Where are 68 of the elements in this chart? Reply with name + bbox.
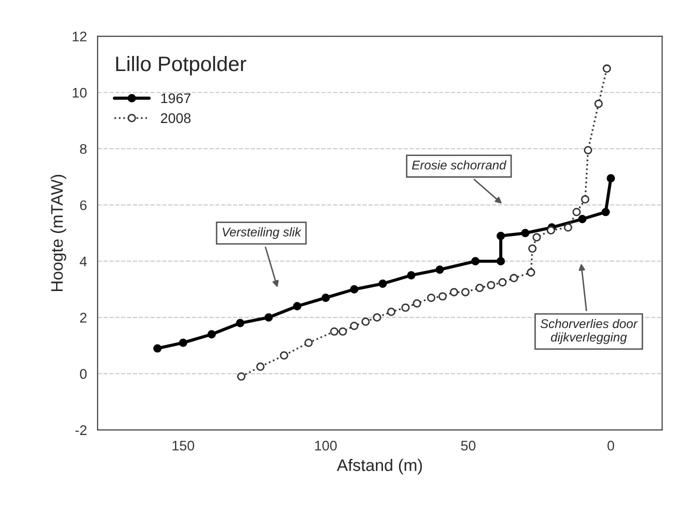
x-tick-label: 150 bbox=[172, 440, 194, 451]
point bbox=[496, 232, 505, 240]
x-tick-label: 100 bbox=[315, 440, 337, 451]
annotation: Versteiling slik bbox=[222, 227, 302, 239]
point bbox=[580, 195, 590, 204]
point bbox=[572, 208, 581, 216]
point bbox=[264, 313, 273, 322]
legend-label: 1967 bbox=[161, 93, 190, 104]
point bbox=[546, 226, 556, 234]
point bbox=[256, 362, 265, 371]
point bbox=[521, 228, 530, 238]
point bbox=[578, 214, 586, 224]
point bbox=[330, 327, 338, 336]
legend-label: 2008 bbox=[160, 113, 191, 124]
point bbox=[486, 280, 496, 290]
point bbox=[322, 294, 330, 302]
x-tick-label: 50 bbox=[461, 440, 476, 451]
point bbox=[564, 223, 572, 232]
point bbox=[496, 257, 505, 266]
y-tick-label: 8 bbox=[80, 144, 87, 154]
annotation: Erosie schorrand bbox=[412, 160, 506, 170]
point bbox=[450, 288, 458, 296]
x-axis-title: Afstand (m) bbox=[336, 458, 422, 474]
point bbox=[304, 338, 313, 347]
point bbox=[594, 100, 603, 108]
point bbox=[280, 351, 288, 360]
y-tick-label: 10 bbox=[72, 88, 87, 98]
point bbox=[207, 330, 216, 338]
y-axis-title: Hoogte (mTAW) bbox=[50, 174, 66, 291]
point bbox=[237, 372, 246, 381]
point bbox=[528, 244, 537, 253]
point bbox=[153, 344, 162, 353]
point bbox=[606, 174, 615, 182]
point bbox=[526, 268, 536, 277]
point bbox=[471, 257, 480, 266]
point bbox=[387, 308, 396, 316]
point bbox=[510, 274, 518, 282]
point bbox=[236, 318, 244, 328]
point bbox=[584, 146, 592, 154]
point bbox=[498, 278, 507, 286]
point bbox=[602, 208, 610, 216]
point bbox=[412, 299, 422, 308]
point bbox=[338, 327, 347, 336]
point bbox=[378, 280, 387, 288]
point bbox=[350, 285, 358, 294]
annotation: Schorverlies door dijkverlegging bbox=[540, 318, 638, 344]
point bbox=[436, 265, 444, 274]
point bbox=[401, 303, 410, 312]
point bbox=[438, 292, 447, 301]
point bbox=[178, 338, 188, 347]
y-tick-label: 12 bbox=[72, 32, 86, 42]
y-tick-label: 6 bbox=[80, 200, 87, 210]
point bbox=[293, 302, 302, 310]
x-tick-label: 0 bbox=[608, 440, 614, 451]
point bbox=[475, 284, 484, 292]
point bbox=[361, 318, 370, 326]
y-tick-label: 0 bbox=[80, 369, 87, 379]
point bbox=[350, 322, 358, 330]
point bbox=[407, 271, 416, 280]
point bbox=[372, 313, 382, 322]
y-tick-label: -2 bbox=[75, 425, 86, 435]
y-tick-label: 2 bbox=[80, 312, 86, 322]
point bbox=[602, 64, 611, 73]
y-tick-label: 4 bbox=[80, 256, 87, 266]
point bbox=[532, 233, 541, 242]
point bbox=[427, 294, 436, 302]
text: Lillo Potpolder bbox=[116, 56, 246, 76]
point bbox=[461, 288, 470, 296]
